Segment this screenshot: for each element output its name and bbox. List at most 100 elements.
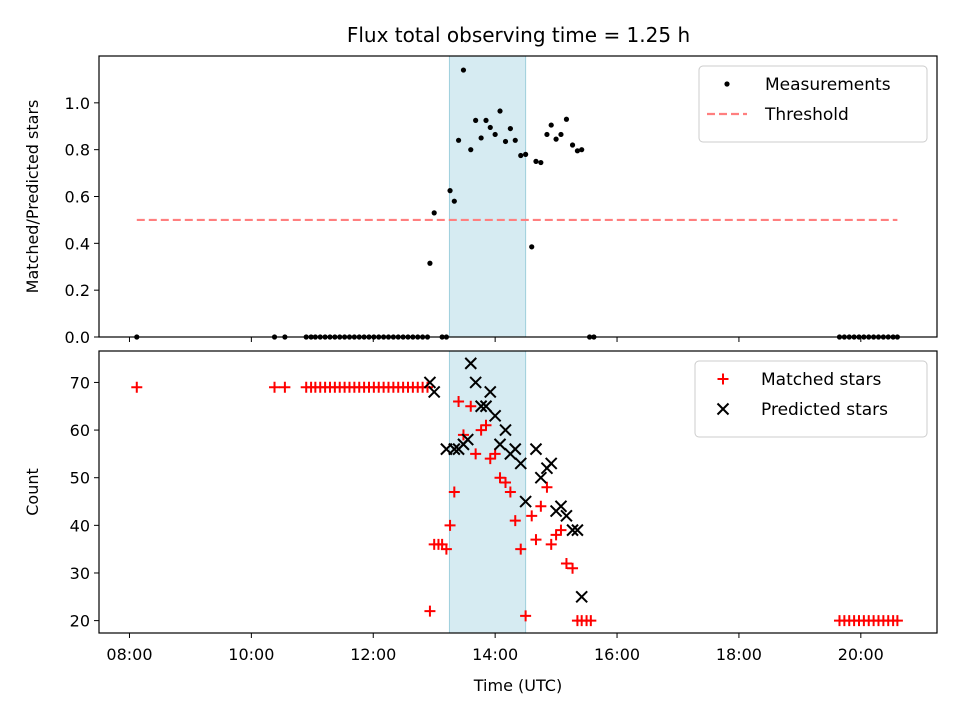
y-tick-label: 0.6 bbox=[65, 188, 90, 207]
legend-box bbox=[694, 360, 928, 438]
data-point bbox=[566, 523, 579, 537]
data-point bbox=[424, 605, 436, 617]
data-point bbox=[502, 138, 509, 145]
data-point bbox=[558, 131, 564, 138]
data-point bbox=[526, 510, 538, 522]
data-point bbox=[487, 124, 493, 131]
data-point bbox=[492, 131, 498, 138]
data-point bbox=[545, 457, 558, 470]
data-point bbox=[533, 158, 539, 164]
legend-marker bbox=[724, 81, 730, 87]
x-axis-label: Time (UTC) bbox=[473, 676, 562, 695]
data-point bbox=[474, 400, 488, 413]
data-point bbox=[427, 385, 441, 399]
y-tick-label: 70 bbox=[70, 373, 90, 392]
data-point bbox=[530, 534, 542, 546]
figure-title: Flux total observing time = 1.25 h bbox=[347, 23, 690, 47]
data-point bbox=[448, 442, 461, 456]
x-tick-label: 18:00 bbox=[716, 645, 762, 664]
data-point bbox=[560, 509, 573, 523]
series-matched-stars bbox=[131, 381, 903, 627]
data-point bbox=[484, 385, 497, 399]
legend-marker bbox=[717, 373, 729, 385]
y-tick-label: 1.0 bbox=[65, 94, 90, 113]
data-point bbox=[507, 125, 513, 132]
data-point bbox=[440, 543, 452, 555]
data-point bbox=[579, 147, 585, 153]
data-point bbox=[131, 381, 143, 393]
data-point bbox=[473, 117, 479, 123]
data-point bbox=[523, 151, 529, 157]
x-tick-label: 12:00 bbox=[350, 645, 396, 664]
data-point bbox=[488, 409, 502, 422]
data-point bbox=[465, 400, 477, 412]
y-tick-label: 0.4 bbox=[65, 234, 90, 253]
x-tick-label: 14:00 bbox=[472, 645, 518, 664]
data-point bbox=[468, 147, 474, 153]
legend-label: Matched stars bbox=[761, 370, 881, 390]
data-point bbox=[447, 188, 453, 194]
data-point bbox=[534, 471, 548, 484]
data-point bbox=[469, 376, 482, 389]
legend-label: Predicted stars bbox=[761, 400, 888, 420]
data-point bbox=[560, 557, 572, 569]
data-point bbox=[575, 590, 588, 604]
data-point bbox=[444, 519, 456, 531]
data-point bbox=[504, 486, 516, 498]
data-point bbox=[509, 442, 522, 456]
data-point bbox=[500, 476, 512, 488]
data-point bbox=[571, 523, 584, 537]
data-point bbox=[529, 442, 543, 456]
y-axis-label: Count bbox=[23, 468, 42, 516]
data-point bbox=[544, 131, 550, 138]
data-point bbox=[484, 453, 496, 465]
data-point bbox=[470, 448, 482, 460]
data-point bbox=[585, 615, 597, 627]
y-tick-label: 0.8 bbox=[65, 141, 90, 160]
data-point bbox=[480, 419, 492, 431]
data-point bbox=[515, 543, 527, 555]
legend-label: Threshold bbox=[764, 105, 849, 125]
data-point bbox=[554, 500, 568, 513]
data-point bbox=[529, 244, 535, 250]
data-point bbox=[431, 210, 437, 216]
shaded-interval bbox=[449, 56, 526, 337]
data-point bbox=[451, 198, 457, 204]
data-point bbox=[891, 615, 903, 627]
data-point bbox=[475, 424, 487, 436]
bottom-panel: 20 30 40 50 60 70 08:00 10:00 12:00 14:00 16:00 18:… bbox=[23, 350, 938, 695]
data-point bbox=[550, 529, 562, 541]
data-point bbox=[535, 500, 547, 512]
legend: Measurements Threshold bbox=[698, 65, 928, 143]
data-point bbox=[448, 486, 460, 498]
top-panel: 0.0 0.2 0.4 0.6 0.8 1.0 Matched/Predicted star… bbox=[23, 55, 938, 347]
legend-label: Measurements bbox=[765, 75, 891, 95]
data-point bbox=[563, 116, 570, 122]
data-point bbox=[520, 610, 532, 622]
y-tick-label: 30 bbox=[70, 564, 90, 583]
data-point bbox=[569, 142, 576, 148]
data-point bbox=[567, 562, 579, 574]
data-point bbox=[518, 152, 524, 159]
y-tick-label: 60 bbox=[70, 421, 90, 440]
y-tick-label: 20 bbox=[70, 612, 90, 631]
data-point bbox=[497, 108, 503, 114]
data-point bbox=[555, 524, 567, 536]
data-point bbox=[279, 381, 291, 393]
data-point bbox=[519, 495, 532, 508]
data-point bbox=[509, 515, 521, 527]
data-point bbox=[269, 381, 281, 393]
x-tick-label: 08:00 bbox=[106, 645, 152, 664]
y-tick-label: 0.0 bbox=[65, 328, 90, 347]
y-tick-label: 50 bbox=[70, 469, 90, 488]
series-predicted-stars bbox=[423, 357, 588, 604]
data-point bbox=[493, 438, 507, 451]
data-point bbox=[514, 457, 527, 470]
data-point bbox=[574, 148, 581, 154]
data-point bbox=[461, 433, 474, 446]
data-point bbox=[455, 137, 462, 143]
data-point bbox=[460, 67, 467, 73]
data-point bbox=[499, 423, 512, 437]
data-point bbox=[512, 137, 518, 143]
data-point bbox=[545, 538, 557, 550]
